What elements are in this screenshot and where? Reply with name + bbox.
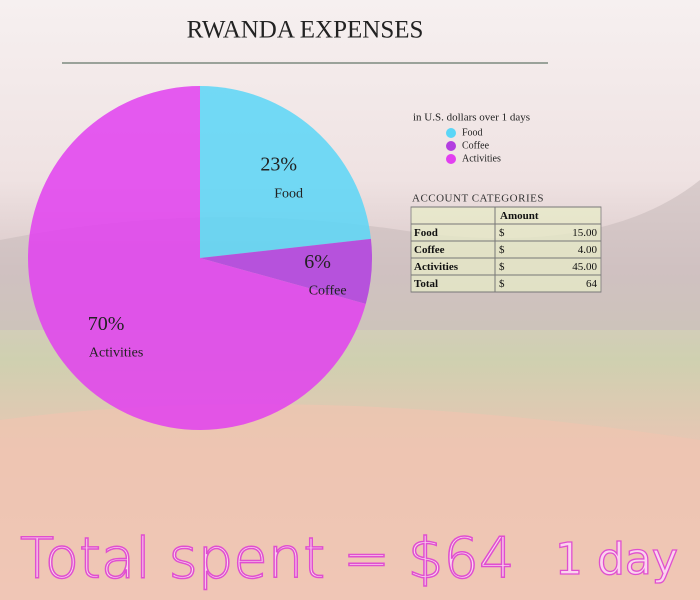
table-cell: Total — [414, 278, 438, 290]
table-cell: $ — [499, 227, 505, 239]
table-header: Amount — [500, 210, 539, 222]
slice-category-label: Coffee — [309, 284, 347, 299]
table-cell: 45.00 — [572, 261, 597, 273]
slice-value-label: 6% — [304, 251, 331, 273]
table-cell: Food — [414, 227, 438, 239]
period-text: 1 day — [555, 534, 678, 585]
table: ACCOUNT CATEGORIES Amount Food $15.00 Coffee… — [410, 193, 602, 293]
table-cell: 4.00 — [578, 244, 598, 256]
pie-slice — [200, 238, 372, 304]
table-title: ACCOUNT CATEGORIES — [412, 193, 544, 205]
chart-title: RWANDA EXPENSES — [187, 17, 424, 44]
table-cell: $ — [499, 244, 505, 256]
table-cell: Coffee — [414, 244, 445, 256]
legend-subtitle: in U.S. dollars over 1 days — [413, 112, 530, 124]
table-cell: $ — [499, 278, 505, 290]
table-cell: $ — [499, 261, 505, 273]
pie-slice — [27, 86, 366, 430]
table-cell: 15.00 — [572, 227, 597, 239]
legend-label: Coffee — [462, 140, 490, 151]
legend-marker — [446, 128, 456, 138]
table-cell: 64 — [586, 278, 598, 290]
road — [0, 404, 700, 600]
legend-label: Food — [462, 127, 483, 138]
table-cell: Activities — [414, 261, 459, 273]
pie — [27, 86, 372, 430]
legend-marker — [446, 154, 456, 164]
slice-category-label: Food — [274, 186, 303, 201]
legend-label: Activities — [462, 153, 501, 164]
slice-category-label: Activities — [89, 346, 143, 361]
pie-slice — [200, 86, 371, 258]
slice-value-label: 70% — [88, 313, 125, 335]
legend-marker — [446, 141, 456, 151]
total-text: Total spent = $64 — [20, 526, 515, 591]
table-bg — [410, 206, 602, 293]
slice-value-label: 23% — [260, 154, 297, 176]
